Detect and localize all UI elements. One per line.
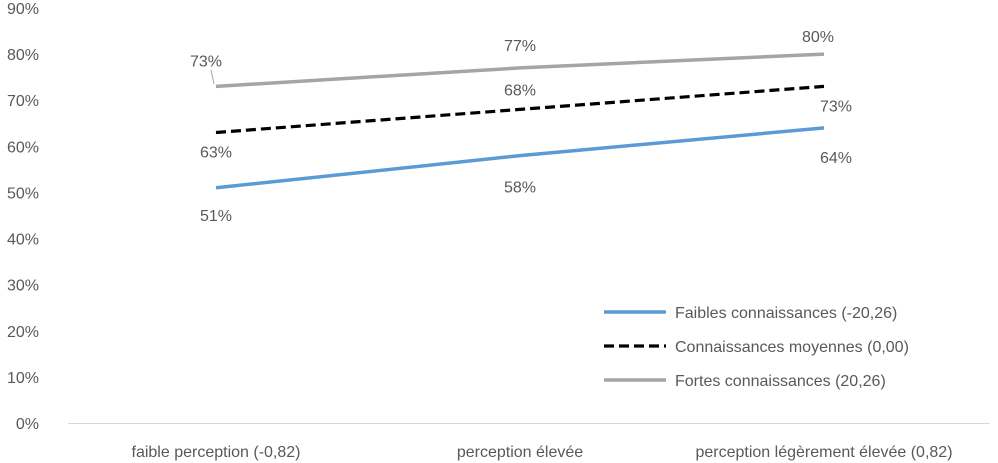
legend-label: Fortes connaissances (20,26) [675,373,886,390]
y-tick-label: 80% [7,47,39,64]
y-tick-label: 20% [7,324,39,341]
legend-label: Connaissances moyennes (0,00) [675,339,909,356]
y-axis: 0% 10% 20% 30% 40% 50% 60% 70% 80% 90% [7,1,39,433]
legend-label: Faibles connaissances (-20,26) [675,305,897,322]
data-label: 64% [820,150,852,167]
data-label: 73% [820,98,852,115]
x-tick-label: faible perception (-0,82) [132,444,301,461]
data-label: 68% [504,82,536,99]
y-tick-label: 30% [7,278,39,295]
y-tick-label: 60% [7,139,39,156]
y-tick-label: 40% [7,232,39,249]
series-line-3 [215,52,825,89]
data-label: 80% [802,29,834,46]
data-label: 77% [504,38,536,55]
series-line-1 [215,126,825,190]
y-tick-label: 50% [7,185,39,202]
x-axis: faible perception (-0,82) perception élev… [68,423,990,461]
y-tick-label: 0% [16,416,39,433]
series-lines [215,52,825,190]
data-labels: 51% 58% 64% 63% 68% 73% 73% 77% 80% [190,29,852,225]
y-tick-label: 90% [7,1,39,18]
y-tick-label: 70% [7,93,39,110]
x-tick-label: perception élevée [457,444,583,461]
x-tick-label: perception légèrement élevée (0,82) [695,444,952,461]
data-label: 73% [190,53,222,70]
data-label: 51% [200,208,232,225]
data-label: 63% [200,145,232,162]
data-label: 58% [504,180,536,197]
legend: Faibles connaissances (-20,26) Connaissan… [604,305,909,390]
series-line-2 [215,84,825,135]
y-tick-label: 10% [7,370,39,387]
data-label-leader [210,69,215,85]
